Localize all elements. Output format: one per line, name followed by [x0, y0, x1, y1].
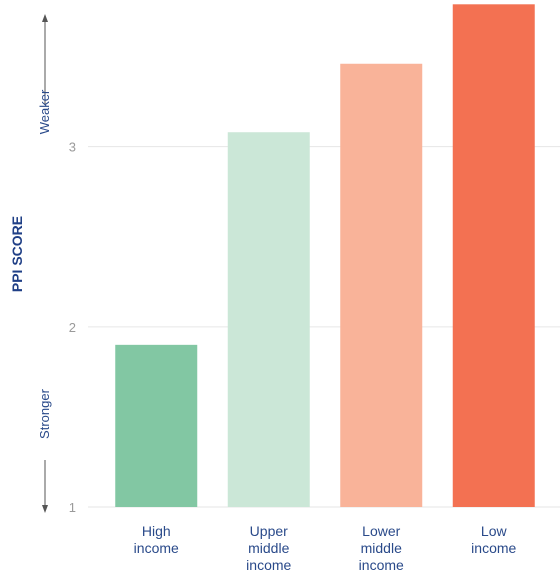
- down-arrow-icon: [42, 505, 48, 513]
- y-tick-label: 3: [69, 140, 76, 155]
- y-tick-label: 2: [69, 320, 76, 335]
- stronger-indicator: Stronger: [37, 388, 52, 513]
- y-tick-labels: 1 2 3: [69, 140, 76, 515]
- category-label-line: Upper: [250, 523, 288, 539]
- category-label: Lower middle income: [359, 523, 404, 573]
- bars: [115, 4, 535, 508]
- category-label: Low income: [471, 523, 516, 556]
- up-arrow-icon: [42, 14, 48, 22]
- category-label: High income: [134, 523, 179, 556]
- stronger-label: Stronger: [37, 388, 52, 439]
- category-label-line: income: [471, 540, 516, 556]
- category-label-line: Lower: [362, 523, 400, 539]
- bar-0: [115, 344, 198, 507]
- category-label-line: middle: [248, 540, 289, 556]
- bar-1: [227, 132, 310, 507]
- category-label: Upper middle income: [246, 523, 291, 573]
- y-axis-label: PPI SCORE: [9, 216, 25, 292]
- bar-3: [452, 4, 535, 507]
- y-tick-label: 1: [69, 500, 76, 515]
- category-label-line: income: [246, 557, 291, 573]
- category-label-line: income: [134, 540, 179, 556]
- category-label-line: High: [142, 523, 171, 539]
- bar-2: [340, 63, 423, 508]
- category-label-line: middle: [361, 540, 402, 556]
- weaker-indicator: Weaker: [37, 14, 52, 134]
- weaker-label: Weaker: [37, 89, 52, 134]
- category-label-line: income: [359, 557, 404, 573]
- category-label-line: Low: [481, 523, 508, 539]
